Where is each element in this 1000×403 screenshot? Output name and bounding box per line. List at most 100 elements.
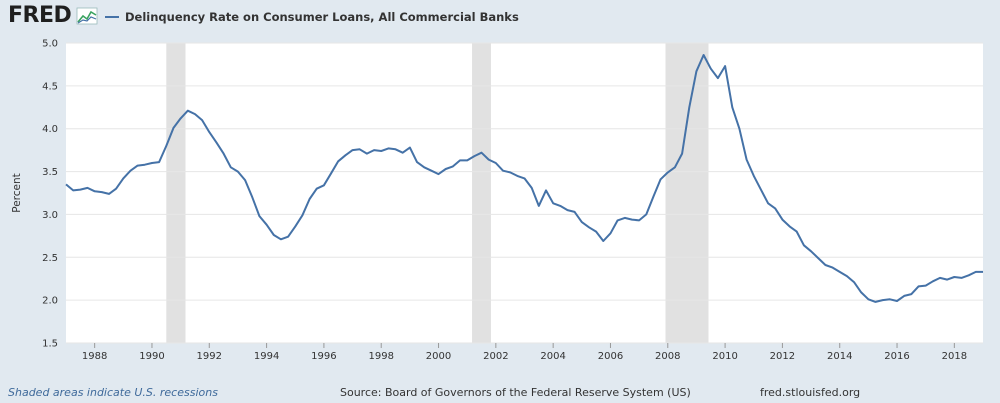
data-point bbox=[280, 238, 282, 240]
data-point bbox=[473, 155, 475, 157]
data-point bbox=[394, 148, 396, 150]
data-point bbox=[731, 106, 733, 108]
data-point bbox=[172, 127, 174, 129]
data-point bbox=[652, 195, 654, 197]
x-tick-label: 1996 bbox=[311, 351, 336, 362]
data-point bbox=[316, 188, 318, 190]
data-point bbox=[144, 164, 146, 166]
data-point bbox=[602, 240, 604, 242]
legend[interactable]: Delinquency Rate on Consumer Loans, All … bbox=[105, 10, 519, 24]
data-point bbox=[108, 193, 110, 195]
data-point bbox=[939, 277, 941, 279]
data-point bbox=[459, 159, 461, 161]
data-point bbox=[846, 275, 848, 277]
data-point bbox=[437, 173, 439, 175]
data-point bbox=[932, 280, 934, 282]
data-point bbox=[487, 158, 489, 160]
data-point bbox=[93, 190, 95, 192]
grid-lines bbox=[66, 42, 983, 348]
data-point bbox=[953, 276, 955, 278]
data-point bbox=[860, 291, 862, 293]
data-point bbox=[136, 164, 138, 166]
data-point bbox=[738, 128, 740, 130]
data-point bbox=[788, 225, 790, 227]
legend-series-label: Delinquency Rate on Consumer Loans, All … bbox=[125, 10, 519, 24]
data-point bbox=[430, 170, 432, 172]
data-point bbox=[681, 152, 683, 154]
recession-band bbox=[665, 43, 709, 343]
data-point bbox=[824, 264, 826, 266]
data-point bbox=[609, 232, 611, 234]
y-tick-label: 2.5 bbox=[42, 253, 58, 264]
chart-header: FRED Delinquency Rate on Consumer Loans,… bbox=[0, 0, 1000, 34]
data-point bbox=[588, 226, 590, 228]
data-point bbox=[667, 171, 669, 173]
data-point bbox=[853, 281, 855, 283]
data-point bbox=[874, 301, 876, 303]
data-point bbox=[151, 162, 153, 164]
data-point bbox=[516, 175, 518, 177]
data-point bbox=[774, 207, 776, 209]
data-point bbox=[215, 141, 217, 143]
data-point bbox=[839, 271, 841, 273]
recession-band bbox=[166, 43, 186, 343]
fred-logo[interactable]: FRED bbox=[8, 3, 72, 28]
data-point bbox=[803, 244, 805, 246]
y-tick-label: 2.0 bbox=[42, 296, 58, 307]
y-tick-label: 1.5 bbox=[42, 339, 58, 350]
chart-line-icon bbox=[76, 7, 98, 25]
data-point bbox=[702, 54, 704, 56]
y-tick-label: 3.0 bbox=[42, 210, 58, 221]
x-tick-label: 2000 bbox=[426, 351, 451, 362]
data-point bbox=[115, 188, 117, 190]
x-tick-label: 1998 bbox=[368, 351, 393, 362]
data-point bbox=[896, 300, 898, 302]
data-point bbox=[222, 152, 224, 154]
data-point bbox=[265, 224, 267, 226]
data-point bbox=[710, 68, 712, 70]
data-point bbox=[165, 145, 167, 147]
data-point bbox=[882, 299, 884, 301]
x-tick-label: 1990 bbox=[139, 351, 164, 362]
data-point bbox=[552, 202, 554, 204]
data-point bbox=[323, 184, 325, 186]
data-point bbox=[631, 218, 633, 220]
data-point bbox=[688, 106, 690, 108]
data-point bbox=[889, 298, 891, 300]
legend-swatch bbox=[105, 16, 119, 18]
data-point bbox=[194, 113, 196, 115]
site-url[interactable]: fred.stlouisfed.org bbox=[760, 386, 861, 399]
source-text: Source: Board of Governors of the Federa… bbox=[340, 386, 691, 399]
data-point bbox=[366, 152, 368, 154]
data-point bbox=[251, 196, 253, 198]
data-point bbox=[559, 205, 561, 207]
data-point bbox=[387, 147, 389, 149]
data-point bbox=[129, 170, 131, 172]
x-tick-label: 2006 bbox=[598, 351, 623, 362]
x-tick-label: 2002 bbox=[483, 351, 508, 362]
data-point bbox=[416, 161, 418, 163]
data-point bbox=[753, 175, 755, 177]
data-point bbox=[158, 161, 160, 163]
recession-band bbox=[472, 43, 491, 343]
data-point bbox=[122, 177, 124, 179]
data-point bbox=[444, 168, 446, 170]
data-point bbox=[287, 236, 289, 238]
plot-background bbox=[66, 43, 983, 343]
data-point bbox=[645, 213, 647, 215]
data-point bbox=[924, 284, 926, 286]
data-point bbox=[781, 218, 783, 220]
data-point bbox=[294, 225, 296, 227]
data-point bbox=[674, 166, 676, 168]
data-point bbox=[373, 149, 375, 151]
data-point bbox=[351, 149, 353, 151]
x-tick-label: 2008 bbox=[655, 351, 680, 362]
data-point bbox=[717, 77, 719, 79]
recession-note[interactable]: Shaded areas indicate U.S. recessions bbox=[8, 386, 218, 399]
data-point bbox=[917, 285, 919, 287]
data-point bbox=[101, 191, 103, 193]
data-point bbox=[975, 271, 977, 273]
y-tick-labels: 1.5 2.0 2.5 3.0 3.5 4.0 4.5 5.0 bbox=[42, 39, 58, 350]
y-tick-label: 3.5 bbox=[42, 167, 58, 178]
data-point bbox=[538, 205, 540, 207]
